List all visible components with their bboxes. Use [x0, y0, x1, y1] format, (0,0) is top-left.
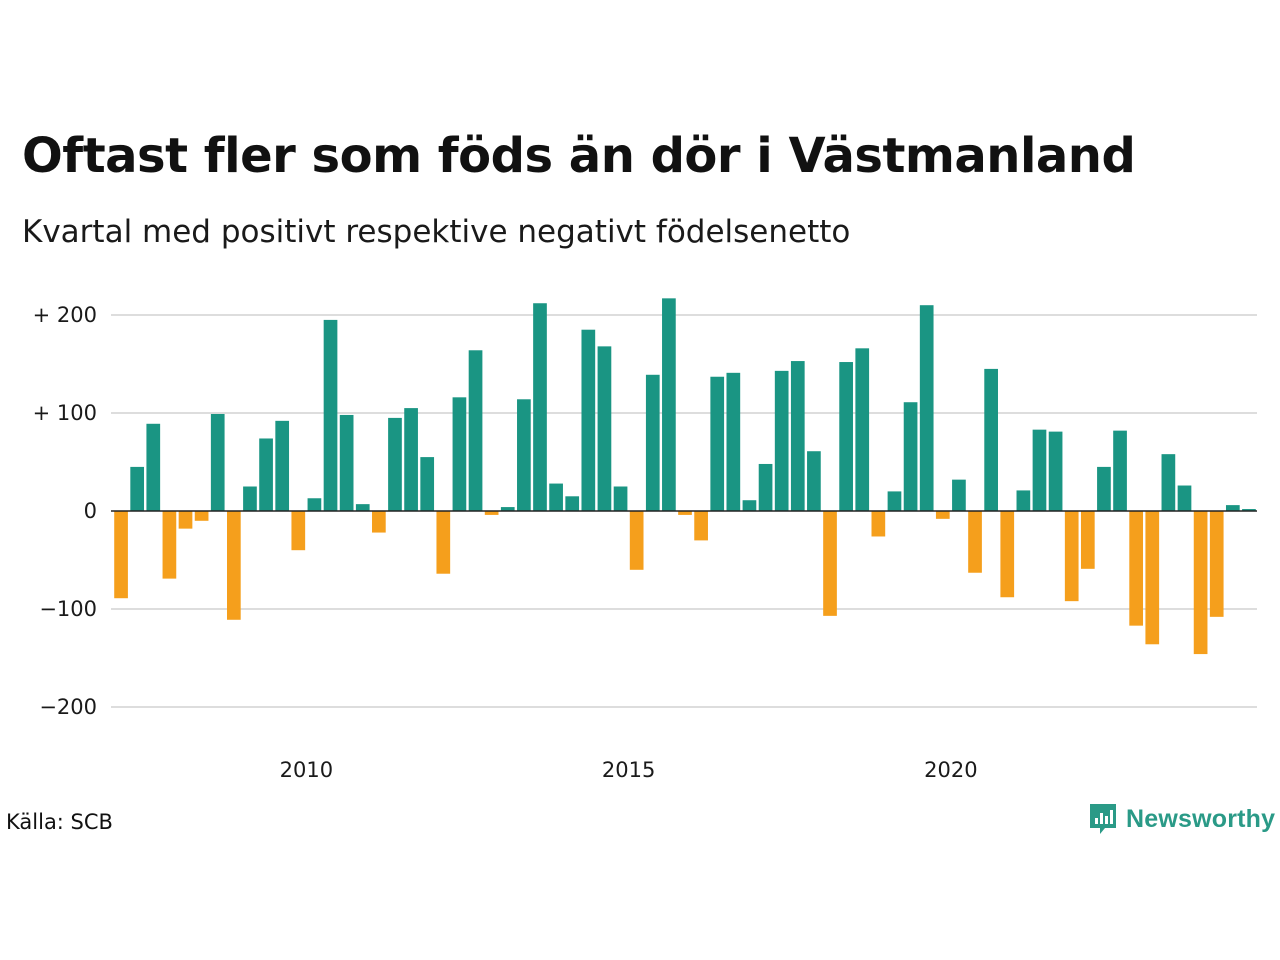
bar: [162, 511, 177, 579]
bar: [533, 303, 547, 511]
bar: [323, 319, 338, 511]
bar: [678, 511, 692, 515]
bar: [388, 417, 402, 511]
bar: [146, 423, 161, 511]
bar: [468, 350, 483, 511]
bar: [484, 511, 499, 515]
bar: [887, 491, 902, 511]
bar: [968, 511, 982, 573]
bar: [662, 298, 676, 511]
bar: [581, 329, 596, 511]
bar: [275, 420, 290, 511]
bar: [903, 402, 918, 511]
bar: [339, 414, 354, 511]
bar: [1032, 429, 1047, 511]
x-tick-label: 2020: [924, 758, 977, 782]
y-tick-label: −200: [39, 695, 97, 719]
bar: [984, 368, 998, 511]
y-tick-label: + 100: [33, 401, 97, 425]
bar: [1209, 511, 1224, 617]
bar: [243, 486, 257, 511]
bar: [517, 399, 531, 511]
bar: [114, 511, 128, 599]
bar: [1113, 430, 1127, 511]
bar: [1097, 466, 1111, 511]
bar: [404, 408, 418, 511]
bar: [210, 413, 225, 511]
bar: [1193, 511, 1208, 655]
brand-name: Newsworthy: [1126, 804, 1276, 833]
brand-logo: Newsworthy: [1088, 802, 1275, 836]
x-tick-label: 2015: [602, 758, 655, 782]
bar: [452, 397, 467, 511]
bar: [629, 511, 644, 570]
bar: [178, 511, 193, 529]
bar: [839, 362, 853, 511]
bar: [871, 511, 886, 537]
bar: [500, 507, 515, 511]
bar: [855, 348, 870, 511]
bar: [194, 511, 209, 521]
bar: [420, 457, 435, 511]
y-tick-label: −100: [39, 597, 97, 621]
bar: [130, 466, 145, 511]
bar: [1080, 511, 1095, 569]
bar: [726, 372, 741, 511]
bar: [645, 374, 660, 511]
bar: [1161, 454, 1176, 511]
chart-title: Oftast fler som föds än dör i Västmanlan…: [22, 128, 1136, 184]
bar: [758, 463, 773, 511]
bar: [1016, 490, 1031, 511]
source-note: Källa: SCB: [6, 810, 113, 834]
gridlines: [111, 314, 1257, 708]
bar: [742, 500, 757, 511]
bar: [1145, 511, 1160, 645]
bar: [227, 511, 241, 620]
bar: [597, 346, 612, 511]
bar: [1129, 511, 1144, 626]
bar: [823, 511, 837, 616]
bar: [935, 511, 950, 519]
x-tick-label: 2010: [280, 758, 333, 782]
bar: [807, 451, 821, 511]
bar: [1048, 431, 1063, 511]
bar: [710, 376, 725, 511]
y-tick-label: + 200: [33, 303, 97, 327]
bar: [919, 305, 934, 511]
bar: [372, 511, 386, 533]
bar: [613, 486, 628, 511]
bar: [1177, 485, 1192, 511]
axes: + 200 + 100 0 −100 −200 2010 2015 2020: [33, 303, 1257, 782]
bar: [549, 483, 563, 511]
bar: [565, 496, 580, 511]
bar: [1225, 505, 1240, 511]
bar: [774, 370, 789, 511]
bar: [291, 511, 306, 551]
bar-chart: + 200 + 100 0 −100 −200 2010 2015 2020: [33, 298, 1257, 782]
bar: [355, 504, 370, 511]
bar: [1064, 511, 1079, 602]
bar: [952, 479, 966, 511]
bar: [436, 511, 451, 574]
chart-subtitle: Kvartal med positivt respektive negativt…: [22, 214, 851, 250]
newsworthy-logo-icon: [1090, 804, 1116, 834]
bar: [259, 438, 273, 511]
bar: [307, 498, 322, 511]
y-tick-label: 0: [84, 499, 97, 523]
bars: [114, 298, 1256, 655]
bar: [1000, 511, 1015, 598]
bar: [694, 511, 708, 541]
bar: [790, 361, 805, 511]
bar: [1242, 509, 1256, 511]
